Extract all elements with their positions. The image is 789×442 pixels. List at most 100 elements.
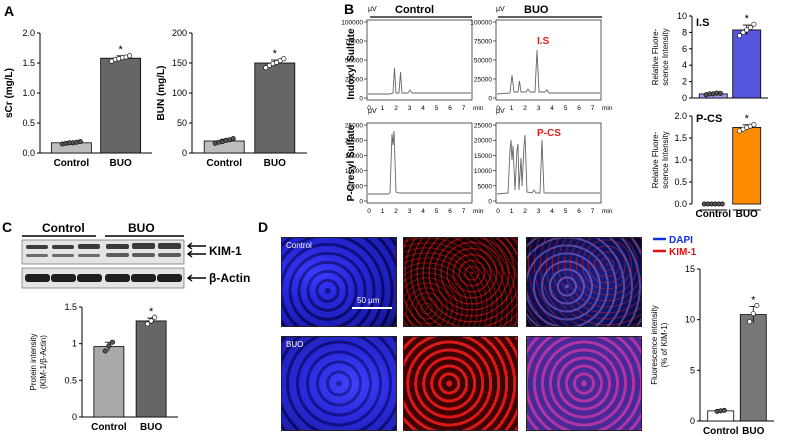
- hplc-frame: [366, 19, 473, 101]
- y-tick-label: 4: [682, 60, 687, 70]
- hplc-x-tick-label: 2: [394, 208, 398, 215]
- western-group-buo: BUO: [128, 221, 155, 235]
- blot-band: [78, 244, 100, 249]
- panel-label-a: A: [4, 3, 14, 19]
- y-tick-label: 0: [182, 148, 187, 158]
- hplc-unit: μV: [368, 6, 377, 13]
- micrograph-control-dapi: Control: [281, 237, 397, 327]
- micrograph-legend: DAPI KIM-1: [653, 235, 697, 258]
- y-tick-label: 8: [682, 27, 687, 37]
- chart-b-pcs-intensity: 0.0 0.5 1.0 1.5 2.0 Relative Fluore-scence In…: [651, 111, 762, 220]
- blot-band: [51, 274, 76, 282]
- hplc-trace-buo-pcs: [496, 134, 600, 195]
- micrograph-row-label-buo: BUO: [286, 340, 304, 349]
- hplc-x-tick-label: 3: [537, 208, 541, 215]
- panel-label-b: B: [344, 1, 354, 17]
- y-tick-label: 150: [172, 58, 187, 68]
- hplc-y-tick-label: 20000: [474, 138, 492, 145]
- hplc-y-tick-label: 50000: [474, 58, 492, 65]
- data-point: [747, 319, 753, 325]
- y-tick-label: 2: [682, 77, 687, 87]
- hplc-y-tick-label: 0: [359, 199, 363, 206]
- chart-a-scr: 0.0 0.5 1.0 1.5 2.0 sCr (mg/L) Control * BUO: [4, 28, 152, 169]
- chart-a-bun: 0 50 100 150 200 BUN (mg/L) Control * BUO: [156, 28, 307, 169]
- chart-title: P-CS: [696, 113, 722, 125]
- hplc-x-tick-label: 0: [496, 105, 500, 112]
- scale-bar: [352, 307, 392, 309]
- hplc-frame: [495, 19, 602, 101]
- data-point: [106, 343, 112, 349]
- blot-band: [106, 253, 129, 257]
- hplc-x-tick-label: 0: [367, 208, 371, 215]
- y-tick-label: 0: [690, 416, 695, 426]
- hplc-x-tick-label: 4: [550, 208, 554, 215]
- arrow-icon: [186, 274, 206, 282]
- hplc-frame: [495, 122, 602, 204]
- arrow-icon: [186, 250, 206, 258]
- micrograph-buo-dapi: BUO: [281, 336, 397, 431]
- hplc-col-title-buo: BUO: [524, 4, 549, 16]
- data-point: [747, 24, 753, 30]
- hplc-x-tick-label: 5: [435, 208, 439, 215]
- blot-band: [158, 253, 181, 257]
- y-tick-label: 100: [172, 88, 187, 98]
- hplc-y-tick-label: 0: [488, 96, 492, 103]
- hplc-chromatograms: Control BUO Indoxyl Sulfate P-Cresyl Sul…: [341, 4, 613, 215]
- x-tick-label: BUO: [140, 422, 162, 433]
- significance-star: *: [745, 13, 750, 25]
- hplc-x-tick-label: 6: [577, 105, 581, 112]
- legend-dapi: DAPI: [669, 235, 693, 246]
- hplc-x-tick-label: 4: [421, 105, 425, 112]
- blot-band: [52, 254, 74, 257]
- data-point: [740, 29, 746, 35]
- hplc-unit: μV: [496, 108, 505, 115]
- data-point: [145, 321, 151, 327]
- micrograph-control-kim1: [403, 237, 518, 327]
- hplc-x-tick-label: 1: [381, 105, 385, 112]
- hplc-y-tick-label: 0: [359, 96, 363, 103]
- blot-band: [26, 245, 48, 249]
- y-tick-label: 50: [177, 118, 187, 128]
- x-tick-label: BUO: [264, 158, 286, 169]
- bar: [135, 320, 167, 418]
- y-axis-label: Relative Fluore-: [651, 131, 660, 188]
- hplc-x-unit: min: [473, 208, 484, 215]
- blot-band: [157, 274, 182, 282]
- scale-bar-label: 50 μm: [357, 296, 380, 305]
- y-tick-label: 1.0: [22, 88, 35, 98]
- hplc-x-unit: min: [602, 208, 613, 215]
- blot-kim1-strip: [21, 239, 185, 265]
- bar: [732, 29, 762, 99]
- hplc-y-tick-label: 15000: [474, 153, 492, 160]
- data-point: [127, 53, 133, 59]
- y-tick-label: 10: [685, 315, 695, 325]
- micrograph-row-label-control: Control: [286, 241, 312, 250]
- hplc-x-tick-label: 3: [408, 105, 412, 112]
- blot-band: [105, 274, 130, 282]
- y-axis-label: sCr (mg/L): [4, 68, 15, 118]
- micrograph-buo-kim1: [403, 336, 518, 431]
- y-tick-label: 1.0: [674, 155, 687, 165]
- chart-c-protein-intensity: 0 0.5 1 1.5 Protein intensity (KIM-1/β-Actin)…: [29, 302, 178, 433]
- significance-star: *: [745, 113, 750, 125]
- y-axis-label: scence Intensity: [661, 131, 670, 188]
- hplc-y-tick-label: 5000: [349, 183, 364, 190]
- hplc-x-unit: min: [473, 105, 484, 112]
- hplc-y-tick-label: 25000: [474, 123, 492, 130]
- y-tick-label: 0.5: [22, 118, 35, 128]
- x-tick-label: BUO: [736, 209, 758, 220]
- y-tick-label: 2.0: [22, 28, 35, 38]
- y-axis-label: (% of KIM-1): [660, 322, 669, 367]
- hplc-y-tick-label: 100000: [341, 20, 363, 27]
- y-tick-label: 0: [72, 412, 77, 422]
- x-tick-label: BUO: [110, 158, 132, 169]
- chart-title: I.S: [696, 17, 709, 29]
- blot-band: [77, 274, 102, 282]
- western-band-label-kim1: KIM-1: [209, 244, 242, 258]
- y-tick-label: 15: [685, 264, 695, 274]
- y-tick-label: 0: [682, 93, 687, 103]
- significance-star: *: [273, 48, 278, 60]
- hplc-y-tick-label: 5000: [478, 183, 493, 190]
- panel-label-c: C: [2, 219, 12, 235]
- western-band-label-actin: β-Actin: [209, 271, 250, 285]
